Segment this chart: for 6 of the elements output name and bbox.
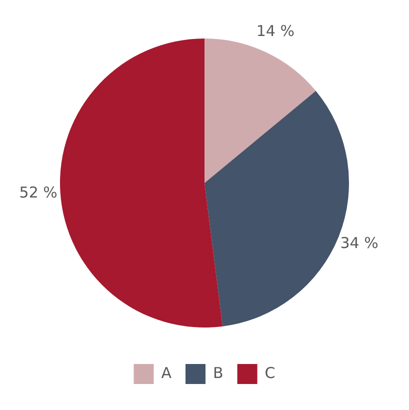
legend-label: A [161, 364, 172, 382]
data-label: 34 % [340, 234, 378, 252]
data-label: 14 % [256, 22, 294, 40]
data-label: 52 % [19, 183, 58, 202]
legend-label: C [264, 364, 276, 382]
legend-label: B [213, 364, 224, 382]
